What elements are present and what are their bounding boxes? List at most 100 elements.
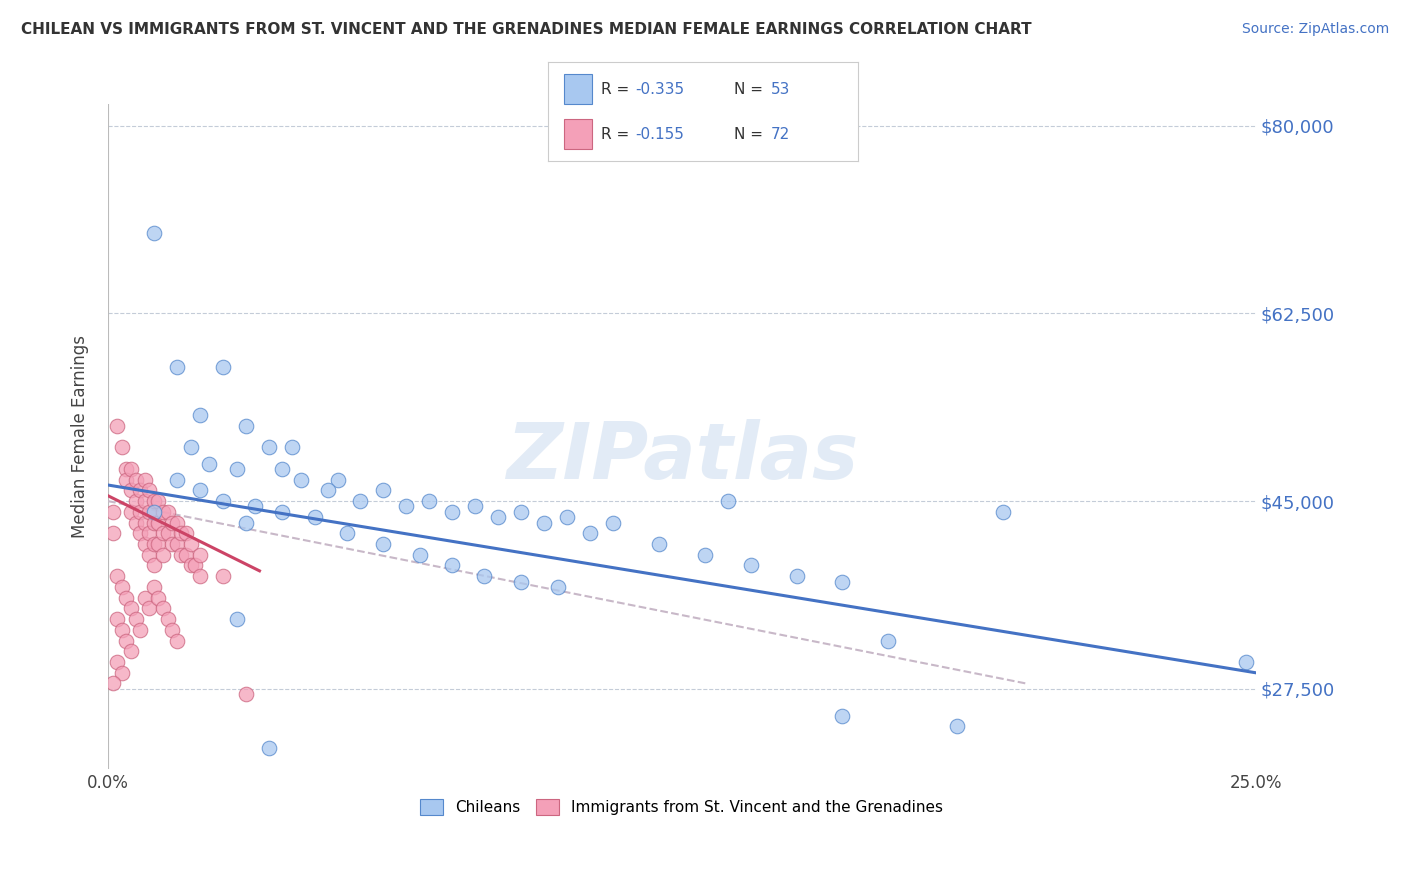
Y-axis label: Median Female Earnings: Median Female Earnings xyxy=(72,335,89,538)
Point xyxy=(555,510,578,524)
Point xyxy=(409,548,432,562)
Point xyxy=(156,505,179,519)
Point xyxy=(156,612,179,626)
Text: -0.335: -0.335 xyxy=(636,82,685,97)
Point xyxy=(349,494,371,508)
Text: R =: R = xyxy=(600,82,634,97)
Point xyxy=(877,633,900,648)
Point xyxy=(257,441,280,455)
Point xyxy=(188,409,211,423)
Point xyxy=(142,516,165,530)
Point xyxy=(547,580,569,594)
Point xyxy=(115,462,138,476)
Point xyxy=(474,569,496,583)
Point xyxy=(280,441,302,455)
Point xyxy=(786,569,808,583)
Point xyxy=(717,494,740,508)
Point xyxy=(115,473,138,487)
Point xyxy=(111,580,134,594)
Point xyxy=(142,494,165,508)
Point xyxy=(138,548,160,562)
Point xyxy=(134,494,156,508)
Point xyxy=(648,537,671,551)
Point xyxy=(101,505,124,519)
Point xyxy=(602,516,624,530)
Point xyxy=(101,526,124,541)
Text: N =: N = xyxy=(734,82,768,97)
Point xyxy=(373,537,395,551)
Point xyxy=(138,601,160,615)
Point xyxy=(304,510,326,524)
Text: 72: 72 xyxy=(770,127,790,142)
Point xyxy=(124,473,146,487)
Point xyxy=(418,494,440,508)
Point xyxy=(152,548,174,562)
Point xyxy=(120,644,142,658)
Text: R =: R = xyxy=(600,127,634,142)
Point xyxy=(129,483,152,498)
Point xyxy=(318,483,340,498)
Point xyxy=(180,537,202,551)
Point xyxy=(395,500,418,514)
Point xyxy=(105,419,128,434)
Point xyxy=(101,676,124,690)
Point xyxy=(441,505,464,519)
Point xyxy=(166,359,188,374)
Point xyxy=(170,526,193,541)
Point xyxy=(211,569,233,583)
FancyBboxPatch shape xyxy=(564,120,592,149)
Text: ZIPatlas: ZIPatlas xyxy=(506,418,858,495)
Point xyxy=(198,457,221,471)
Point xyxy=(533,516,555,530)
Point xyxy=(120,483,142,498)
Point xyxy=(336,526,359,541)
Point xyxy=(946,719,969,733)
Point xyxy=(142,537,165,551)
Point xyxy=(166,516,188,530)
Point xyxy=(235,687,257,701)
Point xyxy=(134,473,156,487)
Point xyxy=(243,500,266,514)
Point xyxy=(162,537,184,551)
FancyBboxPatch shape xyxy=(564,74,592,103)
Point xyxy=(111,441,134,455)
Point xyxy=(148,494,170,508)
Point xyxy=(134,516,156,530)
Point xyxy=(124,612,146,626)
Point xyxy=(174,526,197,541)
Point xyxy=(162,516,184,530)
Point xyxy=(579,526,602,541)
Point xyxy=(124,494,146,508)
Text: Source: ZipAtlas.com: Source: ZipAtlas.com xyxy=(1241,22,1389,37)
Point xyxy=(991,505,1014,519)
Point xyxy=(134,537,156,551)
Point xyxy=(105,569,128,583)
Point xyxy=(441,558,464,573)
Point xyxy=(1236,655,1258,669)
Point xyxy=(111,665,134,680)
Point xyxy=(166,473,188,487)
Point xyxy=(148,537,170,551)
Point xyxy=(138,483,160,498)
Point xyxy=(831,574,853,589)
Point xyxy=(510,505,533,519)
Point xyxy=(134,591,156,605)
Point xyxy=(257,740,280,755)
Point xyxy=(271,462,294,476)
Point xyxy=(142,505,165,519)
Point xyxy=(740,558,762,573)
Point xyxy=(235,419,257,434)
Point xyxy=(129,526,152,541)
Point xyxy=(111,623,134,637)
Text: -0.155: -0.155 xyxy=(636,127,683,142)
Point xyxy=(180,441,202,455)
Point xyxy=(290,473,312,487)
Point xyxy=(225,612,247,626)
Point xyxy=(184,558,207,573)
Point xyxy=(211,494,233,508)
Point xyxy=(142,580,165,594)
Text: CHILEAN VS IMMIGRANTS FROM ST. VINCENT AND THE GRENADINES MEDIAN FEMALE EARNINGS: CHILEAN VS IMMIGRANTS FROM ST. VINCENT A… xyxy=(21,22,1032,37)
Point xyxy=(156,526,179,541)
Point xyxy=(510,574,533,589)
Point xyxy=(225,462,247,476)
